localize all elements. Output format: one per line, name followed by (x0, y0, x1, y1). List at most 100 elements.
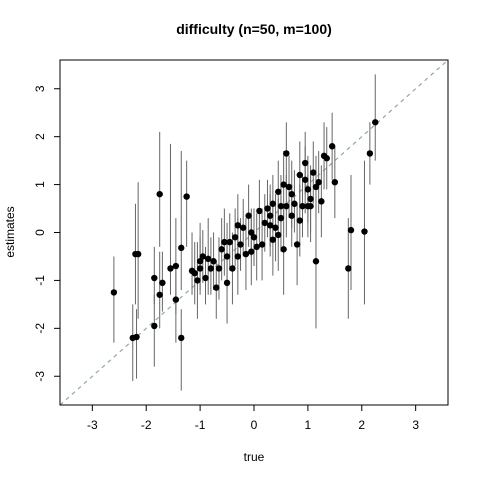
data-point (210, 258, 217, 265)
data-point (133, 333, 140, 341)
data-point (301, 176, 309, 183)
data-point (280, 181, 287, 188)
data-point (156, 190, 163, 198)
data-point (266, 212, 274, 219)
data-point (293, 241, 301, 248)
data-point (275, 188, 282, 195)
data-point (242, 250, 250, 258)
data-point (347, 226, 355, 234)
x-tick-label: -3 (87, 418, 98, 432)
data-point (318, 198, 325, 205)
data-point (245, 212, 252, 219)
data-point (223, 279, 231, 287)
chart-title: difficulty (n=50, m=100) (176, 21, 332, 37)
y-tick-label: -1 (33, 275, 47, 286)
data-point (304, 202, 312, 210)
data-point (221, 238, 228, 246)
data-point (250, 234, 258, 241)
data-point (299, 202, 306, 210)
data-point (231, 234, 239, 241)
data-point (288, 190, 295, 198)
data-point (156, 291, 163, 298)
data-point (178, 334, 185, 342)
data-point (196, 258, 204, 265)
data-point (285, 183, 293, 191)
data-point (167, 265, 174, 272)
data-point (310, 169, 317, 176)
data-point (248, 248, 255, 255)
data-point (264, 205, 271, 212)
x-axis: -3 -2 -1 0 1 2 3 (87, 405, 419, 432)
x-axis-label: true (244, 450, 265, 464)
x-tick-label: -2 (141, 418, 152, 432)
data-point (202, 274, 209, 282)
data-point (256, 207, 263, 215)
data-point (307, 195, 314, 203)
x-tick-label: -1 (195, 418, 206, 432)
data-point (301, 159, 309, 167)
data-point (366, 150, 374, 157)
data-point (272, 224, 279, 231)
data-point (275, 231, 282, 239)
data-point (269, 236, 277, 243)
y-tick-label: -3 (33, 371, 47, 382)
data-point (312, 183, 320, 191)
data-point (372, 119, 379, 126)
data-point (240, 224, 247, 231)
data-point (345, 265, 352, 272)
data-point (196, 265, 204, 272)
data-point (183, 193, 190, 200)
x-tick-label: 0 (251, 418, 258, 432)
data-point (283, 202, 290, 210)
data-point (199, 253, 207, 260)
data-point (234, 222, 242, 229)
y-tick-label: 3 (33, 85, 47, 92)
y-axis-label: estimates (3, 206, 17, 257)
y-tick-label: 0 (33, 229, 47, 236)
plot-area (59, 59, 449, 406)
x-tick-label: 2 (358, 418, 365, 432)
data-point (178, 244, 185, 252)
y-tick-label: 1 (33, 181, 47, 188)
data-point (207, 265, 215, 272)
data-point (331, 178, 339, 186)
data-point (253, 243, 260, 251)
data-point (280, 246, 287, 253)
data-point (191, 270, 198, 277)
data-point (304, 186, 312, 193)
data-point (323, 155, 330, 162)
data-point (266, 222, 274, 229)
data-point (248, 229, 255, 236)
data-points (110, 119, 379, 342)
error-bars (113, 74, 376, 391)
y-tick-label: -2 (33, 323, 47, 334)
data-point (213, 284, 220, 291)
y-tick-label: 2 (33, 133, 47, 140)
data-point (283, 150, 290, 157)
data-point (296, 217, 304, 224)
data-point (288, 212, 295, 219)
data-point (361, 228, 368, 235)
data-point (258, 241, 266, 248)
data-point (194, 277, 201, 284)
data-point (204, 255, 212, 263)
data-point (315, 178, 322, 186)
data-point (234, 253, 242, 260)
data-point (269, 200, 277, 207)
data-point (226, 238, 233, 246)
data-point (110, 289, 118, 296)
data-point (312, 258, 320, 265)
data-point (172, 296, 180, 303)
x-tick-label: 1 (305, 418, 312, 432)
data-point (277, 202, 285, 210)
x-tick-label: 3 (412, 418, 419, 432)
data-point (277, 214, 285, 222)
data-point (218, 246, 225, 253)
data-point (151, 274, 158, 282)
data-point (237, 241, 244, 248)
data-point (328, 143, 336, 150)
data-point (172, 262, 180, 270)
data-point (296, 171, 304, 179)
